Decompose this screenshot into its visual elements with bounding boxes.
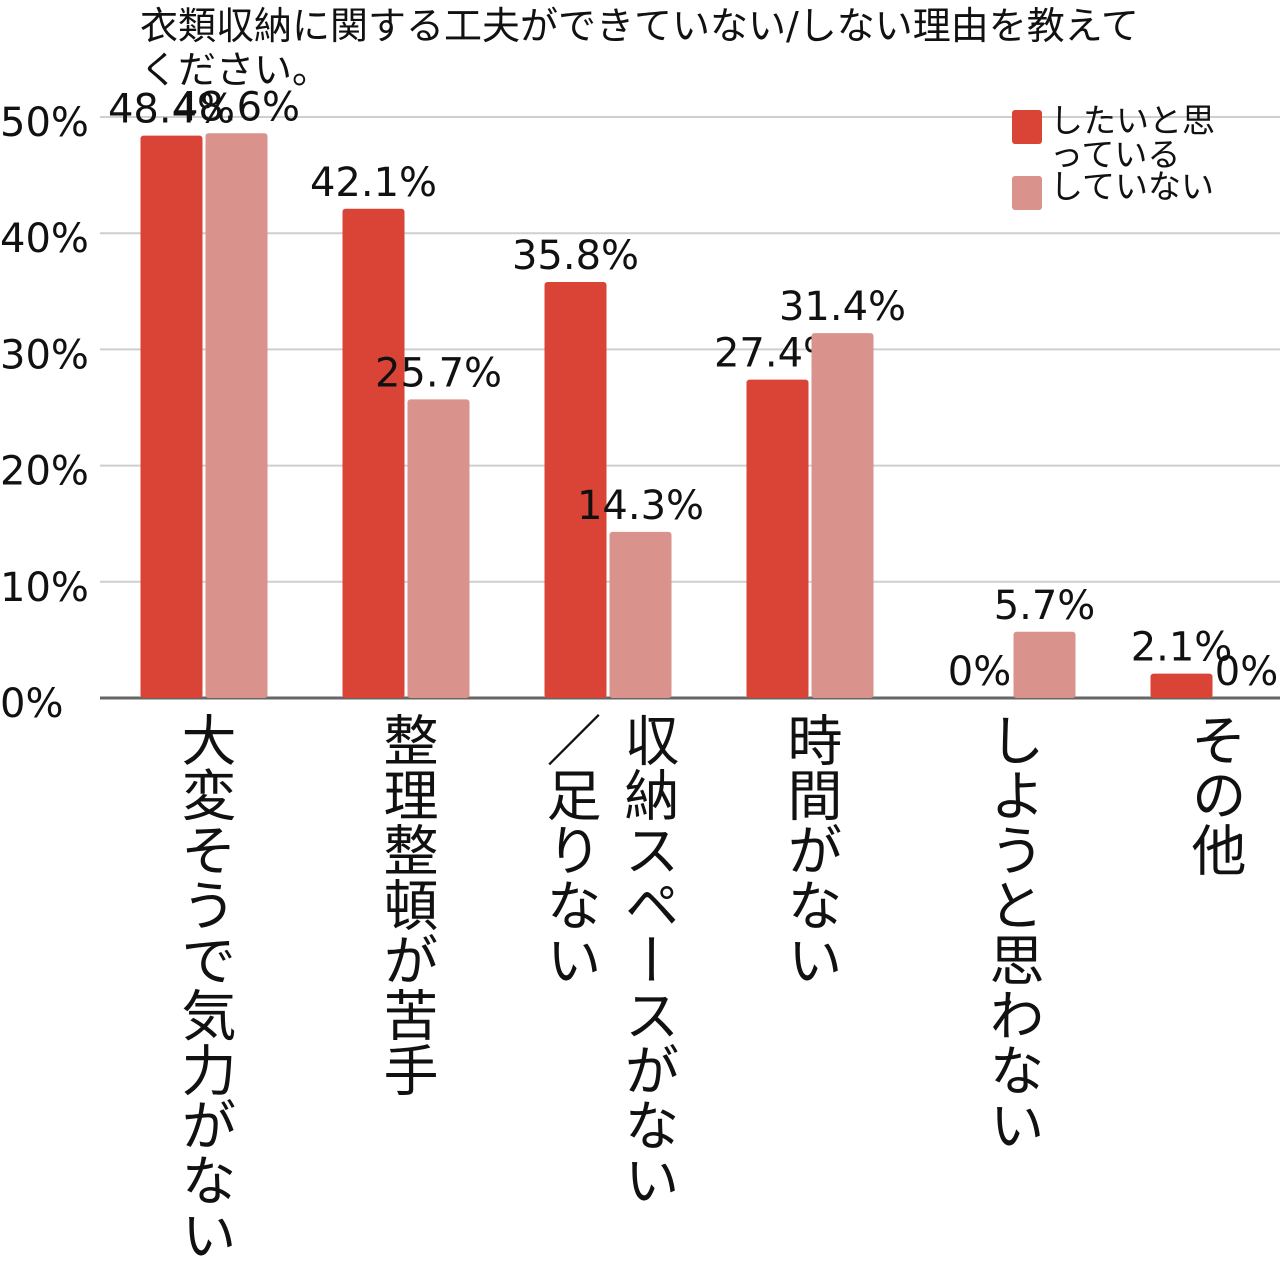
value-label: 14.3%	[577, 483, 704, 529]
value-label: 25.7%	[375, 350, 502, 396]
bar	[1013, 631, 1076, 698]
value-label: 48.6%	[173, 84, 300, 130]
x-tick-label: 大変そうで気力がない	[172, 712, 236, 1262]
y-tick-label: 10%	[0, 565, 89, 611]
y-tick-label: 40%	[0, 216, 89, 262]
value-label: 0%	[948, 649, 1011, 695]
value-label: 5.7%	[994, 583, 1096, 629]
value-label: 31.4%	[779, 284, 906, 330]
y-tick-label: 0%	[0, 681, 63, 727]
bar	[140, 135, 203, 699]
bar	[609, 531, 672, 698]
y-tick-label: 20%	[0, 449, 89, 495]
legend-label: したいと思っている	[1050, 101, 1215, 174]
y-tick-label: 50%	[0, 100, 89, 146]
bar	[342, 208, 405, 698]
value-label: 35.8%	[512, 233, 639, 279]
bar	[205, 133, 268, 698]
x-tick-label: 整理整頓が苦手	[374, 712, 438, 1097]
x-tick-label: 収納スペースがない ／足りない	[537, 712, 679, 1207]
bar	[407, 399, 470, 698]
value-label: 42.1%	[310, 160, 437, 206]
bar	[1150, 673, 1213, 698]
bar	[811, 333, 874, 698]
value-label: 0%	[1215, 649, 1278, 695]
x-tick-label: しようと思わない	[980, 712, 1044, 1152]
bar	[746, 379, 809, 698]
x-tick-label: 時間がない	[778, 712, 842, 987]
chart-title: 衣類収納に関する工夫ができていない/しない理由を教えてください。	[140, 4, 1139, 92]
x-tick-label: その他	[1182, 712, 1246, 877]
legend-swatch	[1012, 110, 1042, 144]
y-tick-label: 30%	[0, 332, 89, 378]
bar	[544, 282, 607, 698]
value-label: 2.1%	[1131, 625, 1233, 671]
legend-swatch	[1012, 176, 1042, 210]
value-label: 48.4%	[108, 87, 235, 133]
legend-label: していない	[1050, 167, 1215, 206]
